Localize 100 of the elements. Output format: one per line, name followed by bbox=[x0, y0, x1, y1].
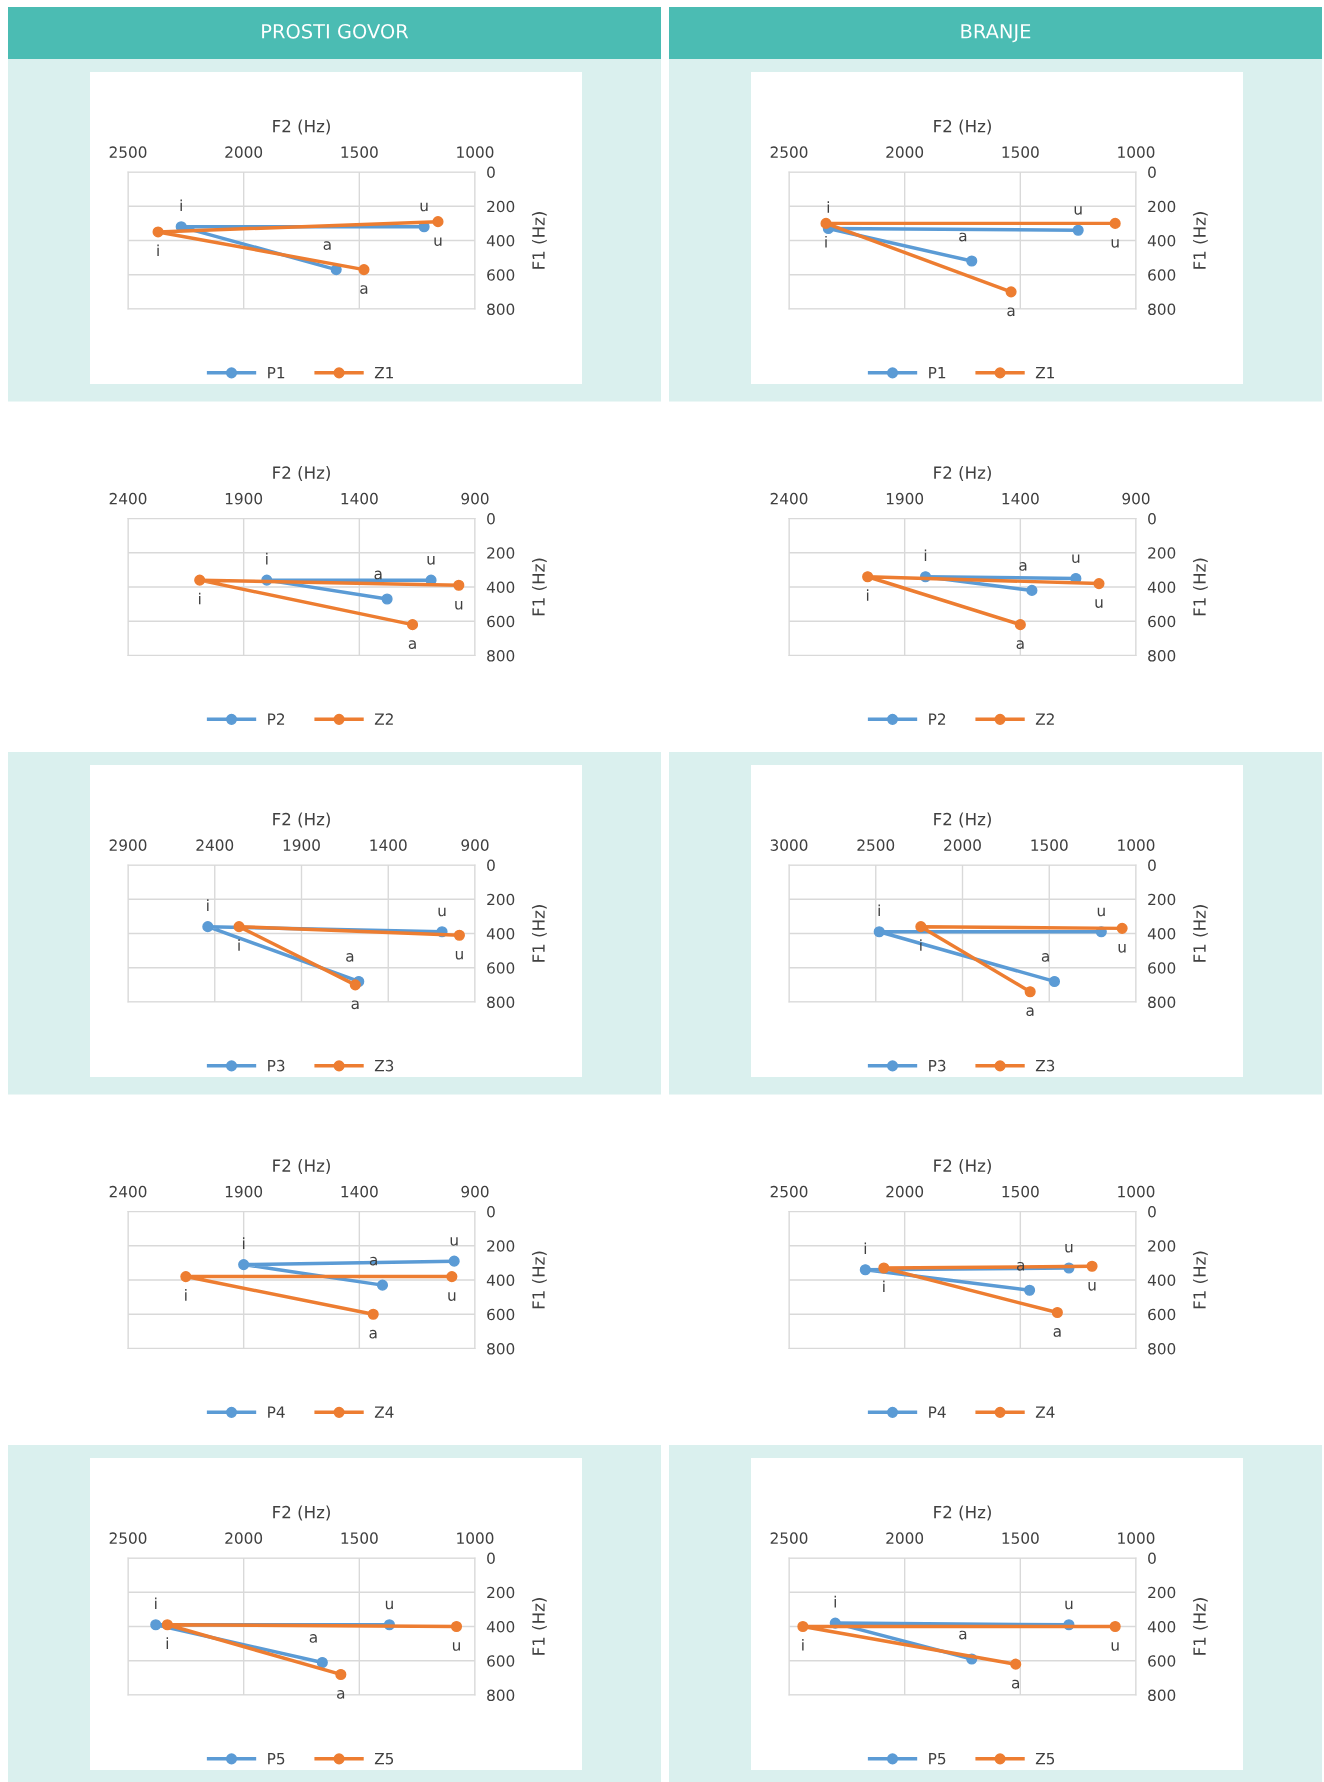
x-tick-label: 1000 bbox=[1118, 1185, 1155, 1198]
x-tick-label: 2000 bbox=[225, 146, 263, 158]
legend-label: Z5 bbox=[374, 1753, 394, 1765]
chart-title: PROSTI GOVOR bbox=[262, 23, 409, 39]
point bbox=[358, 264, 370, 276]
x-tick-label: 1400 bbox=[1002, 492, 1039, 505]
y-tick-label: 600 bbox=[487, 962, 515, 974]
point bbox=[152, 226, 164, 238]
y-tick-label: 400 bbox=[486, 927, 515, 940]
y-tick-label: 600 bbox=[487, 1655, 515, 1667]
data-label: a bbox=[408, 640, 416, 649]
data-label: a bbox=[1007, 307, 1015, 317]
y-tick-label: 0 bbox=[487, 512, 495, 525]
point bbox=[453, 579, 465, 591]
legend-label: Z2 bbox=[374, 713, 393, 725]
point bbox=[1109, 1620, 1121, 1633]
data-label: u bbox=[1118, 943, 1126, 953]
legend-label: Z3 bbox=[374, 1059, 394, 1072]
y-tick-label: 200 bbox=[1148, 547, 1176, 559]
legend-label: Z1 bbox=[374, 367, 393, 379]
data-label: a bbox=[323, 241, 331, 250]
x-tick-label: 2400 bbox=[109, 1185, 147, 1198]
x-tick-label: 1000 bbox=[457, 146, 494, 158]
data-label: a bbox=[337, 1690, 345, 1699]
legend-label: P1 bbox=[929, 367, 946, 379]
data-label: u bbox=[1111, 238, 1119, 248]
x-tick-label: 2500 bbox=[770, 1185, 808, 1198]
data-label: i bbox=[166, 1637, 169, 1649]
x-tick-label: 2500 bbox=[109, 146, 147, 158]
x-tick-label: 1900 bbox=[225, 1185, 263, 1198]
data-label: a bbox=[1019, 562, 1027, 571]
x-tick-label: 1900 bbox=[886, 492, 924, 505]
point bbox=[1024, 986, 1036, 998]
x-tick-label: 2400 bbox=[109, 492, 147, 505]
x-tick-label: 900 bbox=[461, 492, 489, 505]
point bbox=[1026, 584, 1038, 596]
x-tick-label: 900 bbox=[1122, 492, 1150, 505]
legend-label: P2 bbox=[929, 713, 946, 725]
x-tick-label: 1400 bbox=[370, 839, 407, 851]
y-tick-label: 200 bbox=[487, 547, 515, 559]
data-label: i bbox=[157, 244, 159, 257]
data-label: u bbox=[1065, 1600, 1073, 1610]
data-label: i bbox=[242, 1237, 245, 1249]
data-label: u bbox=[1065, 1243, 1073, 1253]
point bbox=[349, 979, 361, 991]
point bbox=[453, 929, 465, 941]
data-label: i bbox=[883, 1280, 885, 1293]
y-tick-label: 0 bbox=[1148, 512, 1156, 525]
data-label: u bbox=[420, 202, 428, 212]
y-tick-label: 600 bbox=[1148, 1308, 1176, 1321]
legend-label: Z1 bbox=[1035, 367, 1054, 379]
y-tick-label: 200 bbox=[487, 893, 515, 906]
data-label: u bbox=[448, 1292, 456, 1301]
y-tick-label: 800 bbox=[487, 996, 515, 1009]
data-label: a bbox=[360, 285, 368, 294]
point bbox=[966, 255, 978, 267]
y-tick-label: 400 bbox=[486, 234, 515, 247]
x-tick-label: 1400 bbox=[341, 492, 378, 505]
x-tick-label: 1000 bbox=[1118, 839, 1155, 851]
data-label: i bbox=[920, 939, 922, 951]
x-tick-label: 1400 bbox=[341, 1185, 378, 1198]
x-tick-label: 2000 bbox=[225, 1532, 263, 1544]
point bbox=[161, 1619, 173, 1631]
data-label: u bbox=[385, 1600, 393, 1610]
legend-label: Z3 bbox=[1035, 1059, 1055, 1072]
x-tick-label: 2500 bbox=[770, 1532, 808, 1544]
x-tick-label: 1500 bbox=[1002, 1532, 1039, 1544]
data-label: a bbox=[1016, 640, 1024, 649]
y-tick-label: 800 bbox=[487, 1342, 515, 1355]
y-axis-title: F1 (Hz) bbox=[1192, 558, 1208, 616]
y-axis-title: F1 (Hz) bbox=[1192, 1251, 1208, 1309]
data-label: u bbox=[1111, 1642, 1119, 1651]
legend-label: P3 bbox=[268, 1059, 285, 1072]
point bbox=[1072, 224, 1084, 236]
legend-label: P5 bbox=[929, 1753, 946, 1765]
legend-label: P4 bbox=[268, 1406, 285, 1418]
data-label: i bbox=[207, 899, 209, 911]
x-tick-label: 2500 bbox=[109, 1532, 147, 1544]
y-axis-title: F1 (Hz) bbox=[1192, 1598, 1208, 1655]
data-label: a bbox=[309, 1634, 317, 1643]
y-tick-label: 800 bbox=[487, 649, 515, 662]
point bbox=[1086, 1260, 1098, 1272]
x-tick-label: 2400 bbox=[196, 839, 234, 851]
point bbox=[873, 926, 885, 938]
y-tick-label: 200 bbox=[487, 1240, 515, 1252]
point bbox=[1010, 1658, 1022, 1670]
point bbox=[1024, 1284, 1036, 1296]
legend-label: Z4 bbox=[374, 1406, 394, 1418]
data-label: u bbox=[427, 555, 435, 565]
y-tick-label: 800 bbox=[487, 1689, 515, 1702]
x-tick-label: 1000 bbox=[1118, 1532, 1155, 1544]
x-tick-label: 1500 bbox=[1002, 1185, 1039, 1198]
y-axis-title: F1 (Hz) bbox=[531, 558, 547, 616]
data-label: i bbox=[864, 1242, 867, 1255]
y-tick-label: 200 bbox=[487, 1586, 515, 1599]
data-label: i bbox=[155, 1597, 157, 1610]
y-tick-label: 400 bbox=[1147, 927, 1176, 940]
x-axis-title: F2 (Hz) bbox=[934, 812, 991, 828]
point bbox=[1014, 619, 1026, 631]
y-tick-label: 0 bbox=[1148, 1205, 1156, 1218]
